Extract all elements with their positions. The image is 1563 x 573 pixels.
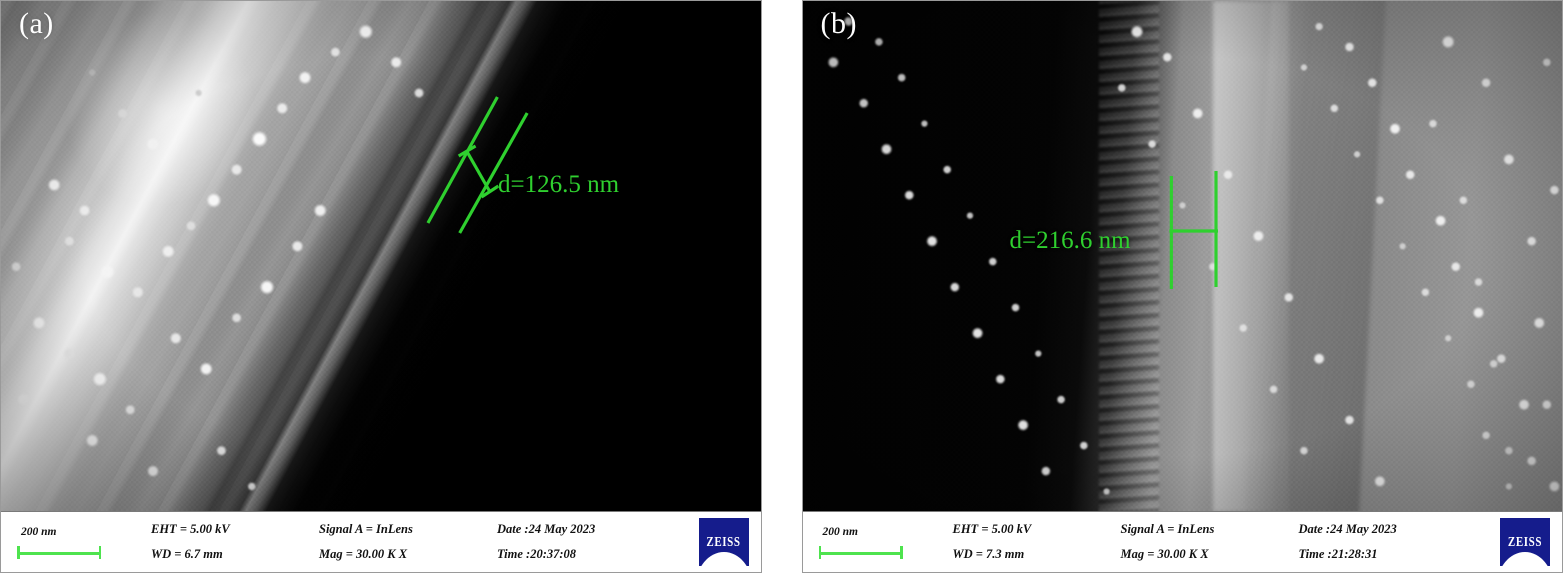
- panel-a: (a) d=126.5 nm 200 nm EHT =: [0, 0, 762, 573]
- logo-block-a: ZEISS: [679, 518, 761, 566]
- datetime-a: Date :24 May 2023 Time :20:37:08: [497, 512, 679, 572]
- time-value-b: Time :21:28:31: [1298, 547, 1378, 561]
- mag-value-a: Mag = 30.00 K X: [319, 547, 408, 561]
- scalebar-graphic-b: [818, 546, 903, 559]
- signal-params-a: Signal A = InLens Mag = 30.00 K X: [319, 512, 497, 572]
- scalebar-label-b: 200 nm: [822, 526, 858, 538]
- info-bar-b: 200 nm EHT = 5.00 kV WD = 7.3 mm Signal …: [802, 511, 1563, 572]
- panel-b: (b) d=216.6 nm 200 nm EHT = 5.00 kV WD =: [801, 0, 1563, 573]
- logo-block-b: ZEISS: [1481, 518, 1563, 566]
- sem-noise-a: [1, 1, 761, 512]
- time-value-a: Time :20:37:08: [497, 547, 577, 561]
- vignette-a: [1, 1, 761, 512]
- wd-value-a: WD = 6.7 mm: [151, 547, 223, 561]
- scalebar-label-a: 200 nm: [21, 526, 57, 538]
- zeiss-logo-icon: ZEISS: [698, 518, 749, 566]
- sem-noise-b: [802, 1, 1562, 512]
- wd-value-b: WD = 7.3 mm: [952, 547, 1025, 561]
- beam-params-a: EHT = 5.00 kV WD = 6.7 mm: [151, 512, 319, 572]
- zeiss-logo-text: ZEISS: [706, 534, 741, 550]
- datetime-b: Date :24 May 2023 Time :21:28:31: [1299, 512, 1481, 572]
- beam-params-b: EHT = 5.00 kV WD = 7.3 mm: [953, 512, 1121, 572]
- zeiss-logo-icon: ZEISS: [1500, 518, 1550, 566]
- scalebar-block-a: 200 nm: [1, 512, 151, 572]
- signal-params-b: Signal A = InLens Mag = 30.00 K X: [1121, 512, 1299, 572]
- signal-value-b: Signal A = InLens: [1120, 522, 1215, 536]
- scalebar-block-b: 200 nm: [803, 512, 953, 572]
- eht-value-b: EHT = 5.00 kV: [952, 522, 1032, 536]
- panel-label-b: (b): [820, 7, 857, 40]
- date-value-b: Date :24 May 2023: [1298, 522, 1397, 536]
- eht-value-a: EHT = 5.00 kV: [151, 522, 230, 536]
- micrograph-a: (a) d=126.5 nm: [1, 1, 761, 512]
- mag-value-b: Mag = 30.00 K X: [1120, 547, 1209, 561]
- edge-highlight-a: [1, 1, 761, 512]
- info-bar-a: 200 nm EHT = 5.00 kV WD = 6.7 mm Signal …: [1, 511, 761, 572]
- date-value-a: Date :24 May 2023: [497, 522, 596, 536]
- micrograph-b: (b) d=216.6 nm: [802, 1, 1562, 512]
- signal-value-a: Signal A = InLens: [319, 522, 413, 536]
- panel-label-a: (a): [19, 7, 54, 40]
- zeiss-logo-text: ZEISS: [1507, 534, 1543, 550]
- vignette-b: [802, 1, 1562, 512]
- scalebar-graphic-a: [17, 546, 101, 559]
